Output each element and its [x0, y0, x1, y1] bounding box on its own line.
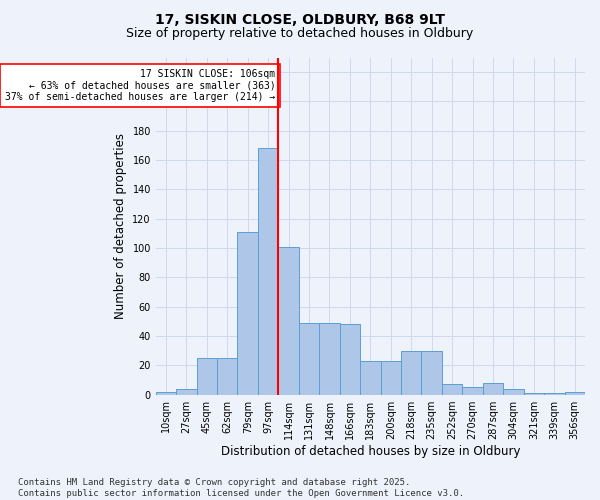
Bar: [299, 323, 319, 394]
Bar: [360, 361, 380, 394]
Bar: [503, 388, 524, 394]
Text: 17, SISKIN CLOSE, OLDBURY, B68 9LT: 17, SISKIN CLOSE, OLDBURY, B68 9LT: [155, 12, 445, 26]
Bar: [176, 388, 197, 394]
Bar: [340, 324, 360, 394]
Bar: [524, 393, 544, 394]
Text: Size of property relative to detached houses in Oldbury: Size of property relative to detached ho…: [127, 28, 473, 40]
Bar: [238, 232, 258, 394]
Y-axis label: Number of detached properties: Number of detached properties: [113, 133, 127, 319]
Bar: [442, 384, 463, 394]
Bar: [278, 246, 299, 394]
Bar: [258, 148, 278, 394]
X-axis label: Distribution of detached houses by size in Oldbury: Distribution of detached houses by size …: [221, 444, 520, 458]
Bar: [319, 323, 340, 394]
Bar: [197, 358, 217, 395]
Bar: [380, 361, 401, 394]
Bar: [483, 383, 503, 394]
Bar: [463, 388, 483, 394]
Bar: [156, 392, 176, 394]
Bar: [544, 393, 565, 394]
Text: 17 SISKIN CLOSE: 106sqm
← 63% of detached houses are smaller (363)
37% of semi-d: 17 SISKIN CLOSE: 106sqm ← 63% of detache…: [5, 69, 275, 102]
Bar: [401, 350, 421, 395]
Bar: [421, 350, 442, 395]
Text: Contains HM Land Registry data © Crown copyright and database right 2025.
Contai: Contains HM Land Registry data © Crown c…: [18, 478, 464, 498]
Bar: [565, 392, 585, 394]
Bar: [217, 358, 238, 395]
